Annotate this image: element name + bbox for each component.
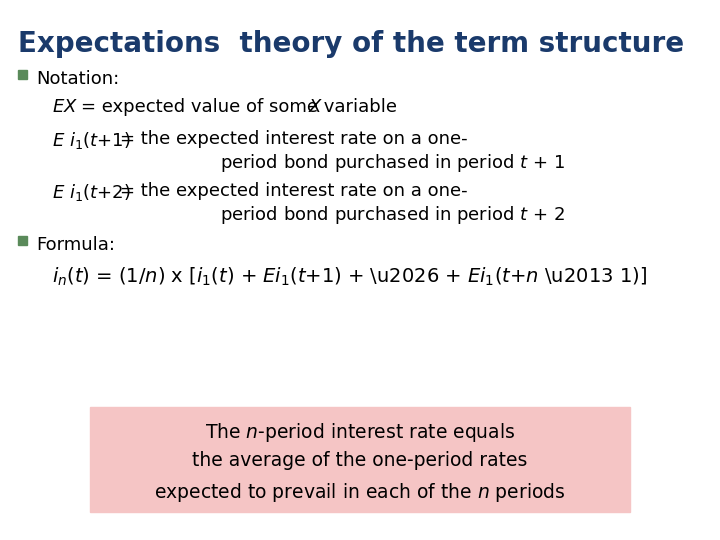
Text: = expected value of some variable: = expected value of some variable <box>81 98 402 116</box>
Text: the average of the one-period rates: the average of the one-period rates <box>192 451 528 470</box>
Text: = the expected interest rate on a one-: = the expected interest rate on a one- <box>120 182 467 200</box>
Text: period bond purchased in period $t$ + 1: period bond purchased in period $t$ + 1 <box>220 152 564 174</box>
FancyBboxPatch shape <box>90 407 630 512</box>
Text: $E\ i_1(t$+2): $E\ i_1(t$+2) <box>52 182 131 203</box>
Text: period bond purchased in period $t$ + 2: period bond purchased in period $t$ + 2 <box>220 204 564 226</box>
Text: $i_n(t)$ = (1/$n$) x [$i_1(t)$ + $Ei_1(t$+1) + \u2026 + $Ei_1(t$+$n$ \u2013 1)]: $i_n(t)$ = (1/$n$) x [$i_1(t)$ + $Ei_1(t… <box>52 266 647 288</box>
Text: Formula:: Formula: <box>36 236 115 254</box>
Text: $X$: $X$ <box>308 98 323 116</box>
Text: $EX$: $EX$ <box>52 98 78 116</box>
Text: expected to prevail in each of the $n$ periods: expected to prevail in each of the $n$ p… <box>154 481 566 504</box>
Text: = the expected interest rate on a one-: = the expected interest rate on a one- <box>120 130 467 148</box>
Bar <box>18 236 27 245</box>
Bar <box>18 70 27 79</box>
Text: Expectations  theory of the term structure: Expectations theory of the term structur… <box>18 30 684 58</box>
Text: Notation:: Notation: <box>36 70 120 88</box>
Text: $E\ i_1(t$+1): $E\ i_1(t$+1) <box>52 130 131 151</box>
Text: The $n$-period interest rate equals: The $n$-period interest rate equals <box>204 421 516 444</box>
